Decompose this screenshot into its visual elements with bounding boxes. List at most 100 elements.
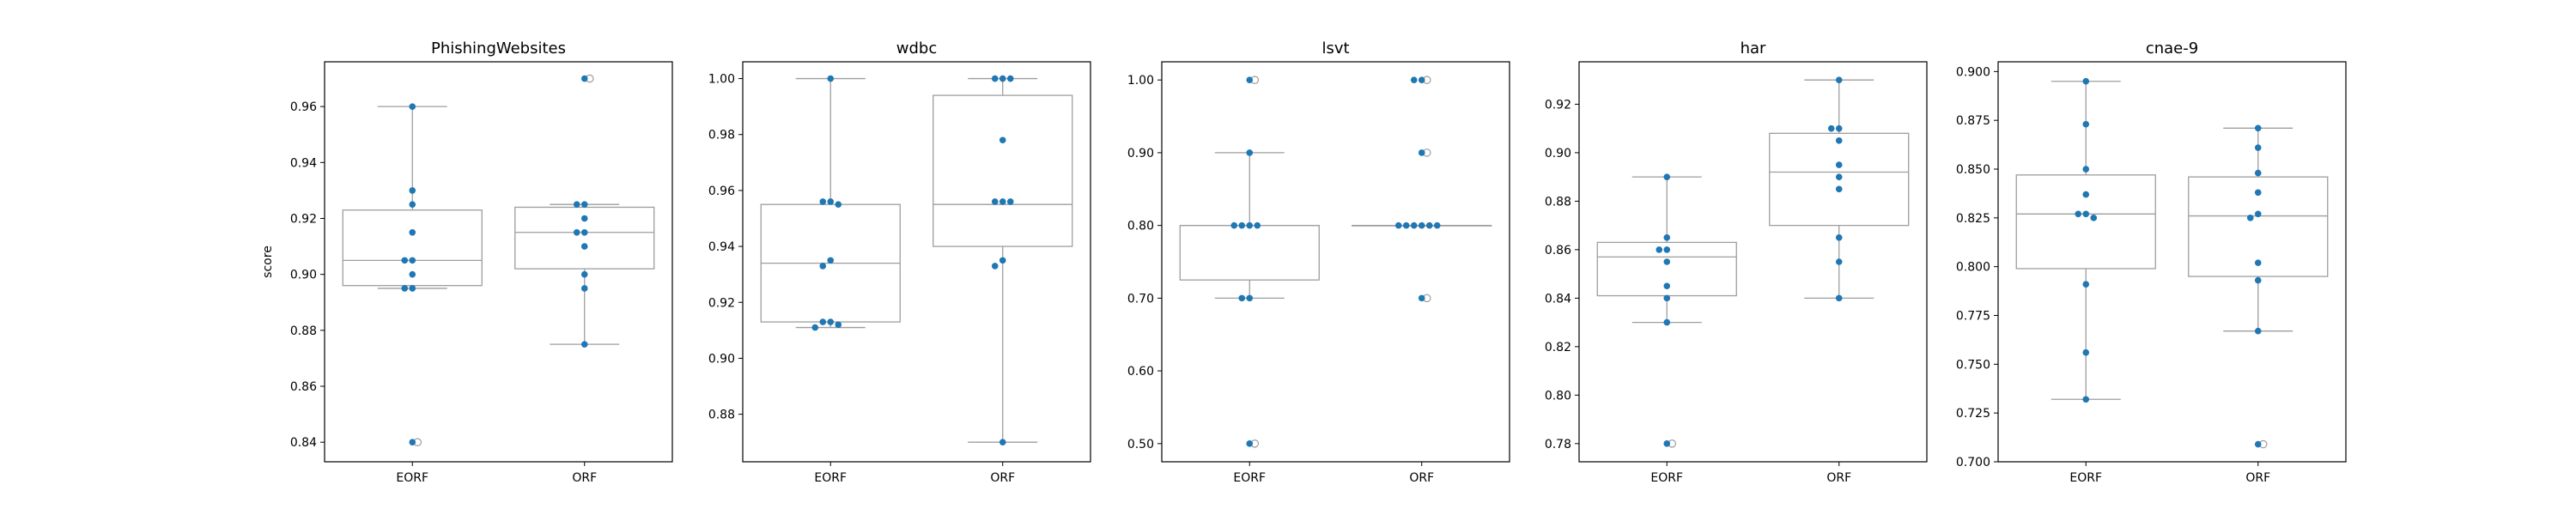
- data-point: [827, 257, 835, 264]
- data-point: [819, 198, 827, 205]
- data-point: [2082, 281, 2090, 288]
- y-tick-label: 0.50: [1127, 438, 1154, 451]
- data-point: [827, 318, 835, 325]
- data-point: [1246, 76, 1254, 83]
- subplot-title: PhishingWebsites: [431, 39, 566, 58]
- x-tick-label: ORF: [1409, 471, 1434, 485]
- data-point: [580, 75, 588, 82]
- data-point: [1663, 440, 1671, 447]
- iqr-box: [2188, 176, 2329, 277]
- data-point: [2254, 276, 2262, 284]
- x-tick-label: ORF: [2245, 471, 2270, 485]
- data-point: [1006, 75, 1014, 82]
- data-point: [2090, 215, 2098, 221]
- subplots: PhishingWebsites score 0.84 0.86 0.88 0.90 0.9…: [261, 39, 2347, 485]
- data-point: [1230, 221, 1238, 229]
- data-point: [2254, 259, 2262, 266]
- iqr-box: [933, 94, 1073, 247]
- data-point: [999, 136, 1006, 144]
- subplot-title: wdbc: [896, 39, 937, 58]
- data-point: [1835, 124, 1843, 132]
- data-point: [580, 201, 588, 208]
- x-tick-label: EORF: [2069, 471, 2102, 485]
- axes-frame: [1997, 61, 2347, 463]
- axes-frame: [742, 61, 1091, 463]
- data-point: [2082, 120, 2090, 128]
- data-point: [2254, 124, 2262, 132]
- data-point: [1418, 149, 1425, 156]
- data-point: [1835, 76, 1843, 83]
- data-point: [999, 257, 1006, 264]
- data-point: [1663, 246, 1671, 253]
- subplot-title: cnae-9: [2146, 39, 2198, 58]
- data-point: [409, 257, 416, 264]
- data-point: [573, 228, 580, 236]
- y-tick-label: 0.70: [1127, 292, 1154, 306]
- y-tick-label: 0.80: [1127, 220, 1154, 233]
- data-point: [2254, 440, 2262, 448]
- data-point: [409, 228, 416, 236]
- data-point: [409, 201, 416, 208]
- y-tick-label: 0.84: [290, 436, 317, 450]
- data-point: [580, 228, 588, 236]
- data-point: [1425, 221, 1433, 229]
- y-tick-label: 0.850: [1956, 163, 1990, 177]
- iqr-box: [2015, 174, 2156, 270]
- data-point: [580, 341, 588, 348]
- data-point: [1410, 221, 1418, 229]
- y-axis-label: score: [261, 245, 275, 278]
- data-point: [573, 201, 580, 208]
- x-tick-label: EORF: [396, 471, 428, 485]
- data-point: [1394, 221, 1402, 229]
- data-point: [1238, 294, 1246, 302]
- data-point: [409, 187, 416, 194]
- data-point: [401, 285, 409, 292]
- y-tick-label: 0.88: [708, 409, 735, 422]
- data-point: [1663, 233, 1671, 241]
- data-point: [1418, 76, 1425, 83]
- y-tick-label: 0.94: [708, 240, 735, 254]
- data-point: [819, 318, 827, 325]
- data-point: [1238, 221, 1246, 229]
- data-point: [1410, 76, 1418, 83]
- y-tick-label: 0.98: [708, 129, 735, 142]
- data-point: [2254, 327, 2262, 335]
- y-tick-label: 0.96: [708, 185, 735, 198]
- data-point: [409, 270, 416, 278]
- x-tick-label: EORF: [1233, 471, 1266, 485]
- data-point: [2254, 144, 2262, 151]
- data-point: [1835, 185, 1843, 193]
- data-point: [1663, 173, 1671, 180]
- data-point: [580, 215, 588, 222]
- data-point: [1835, 173, 1843, 180]
- data-point: [2254, 210, 2262, 218]
- data-point: [1246, 294, 1254, 302]
- data-point: [580, 243, 588, 250]
- subplot-title: lsvt: [1321, 39, 1349, 58]
- data-point: [835, 321, 842, 329]
- subplot-0: PhishingWebsites score 0.84 0.86 0.88 0.90 0.9…: [261, 39, 673, 485]
- y-tick-label: 1.00: [1127, 74, 1154, 88]
- y-tick-label: 0.92: [1545, 98, 1571, 112]
- data-point: [580, 285, 588, 292]
- data-point: [401, 257, 409, 264]
- y-tick-label: 0.92: [708, 296, 735, 310]
- x-tick-label: ORF: [572, 471, 597, 485]
- y-tick-label: 0.88: [1545, 195, 1571, 209]
- y-tick-label: 0.775: [1956, 310, 1990, 324]
- data-point: [1835, 294, 1843, 302]
- y-tick-label: 0.92: [290, 212, 317, 226]
- y-tick-label: 0.90: [1127, 147, 1154, 161]
- data-point: [409, 103, 416, 110]
- y-tick-label: 0.80: [1545, 389, 1571, 403]
- data-point: [991, 198, 999, 205]
- axes-frame: [1161, 61, 1510, 463]
- data-point: [827, 75, 835, 82]
- data-point: [2082, 166, 2090, 173]
- y-tick-label: 0.86: [1545, 244, 1571, 258]
- y-tick-label: 0.78: [1545, 438, 1571, 451]
- data-point: [2082, 191, 2090, 198]
- subplot-3: har 0.78 0.80 0.82 0.84 0.86 0.88 0.90 0.92 EORF O…: [1545, 39, 1928, 485]
- x-tick-label: EORF: [1650, 471, 1683, 485]
